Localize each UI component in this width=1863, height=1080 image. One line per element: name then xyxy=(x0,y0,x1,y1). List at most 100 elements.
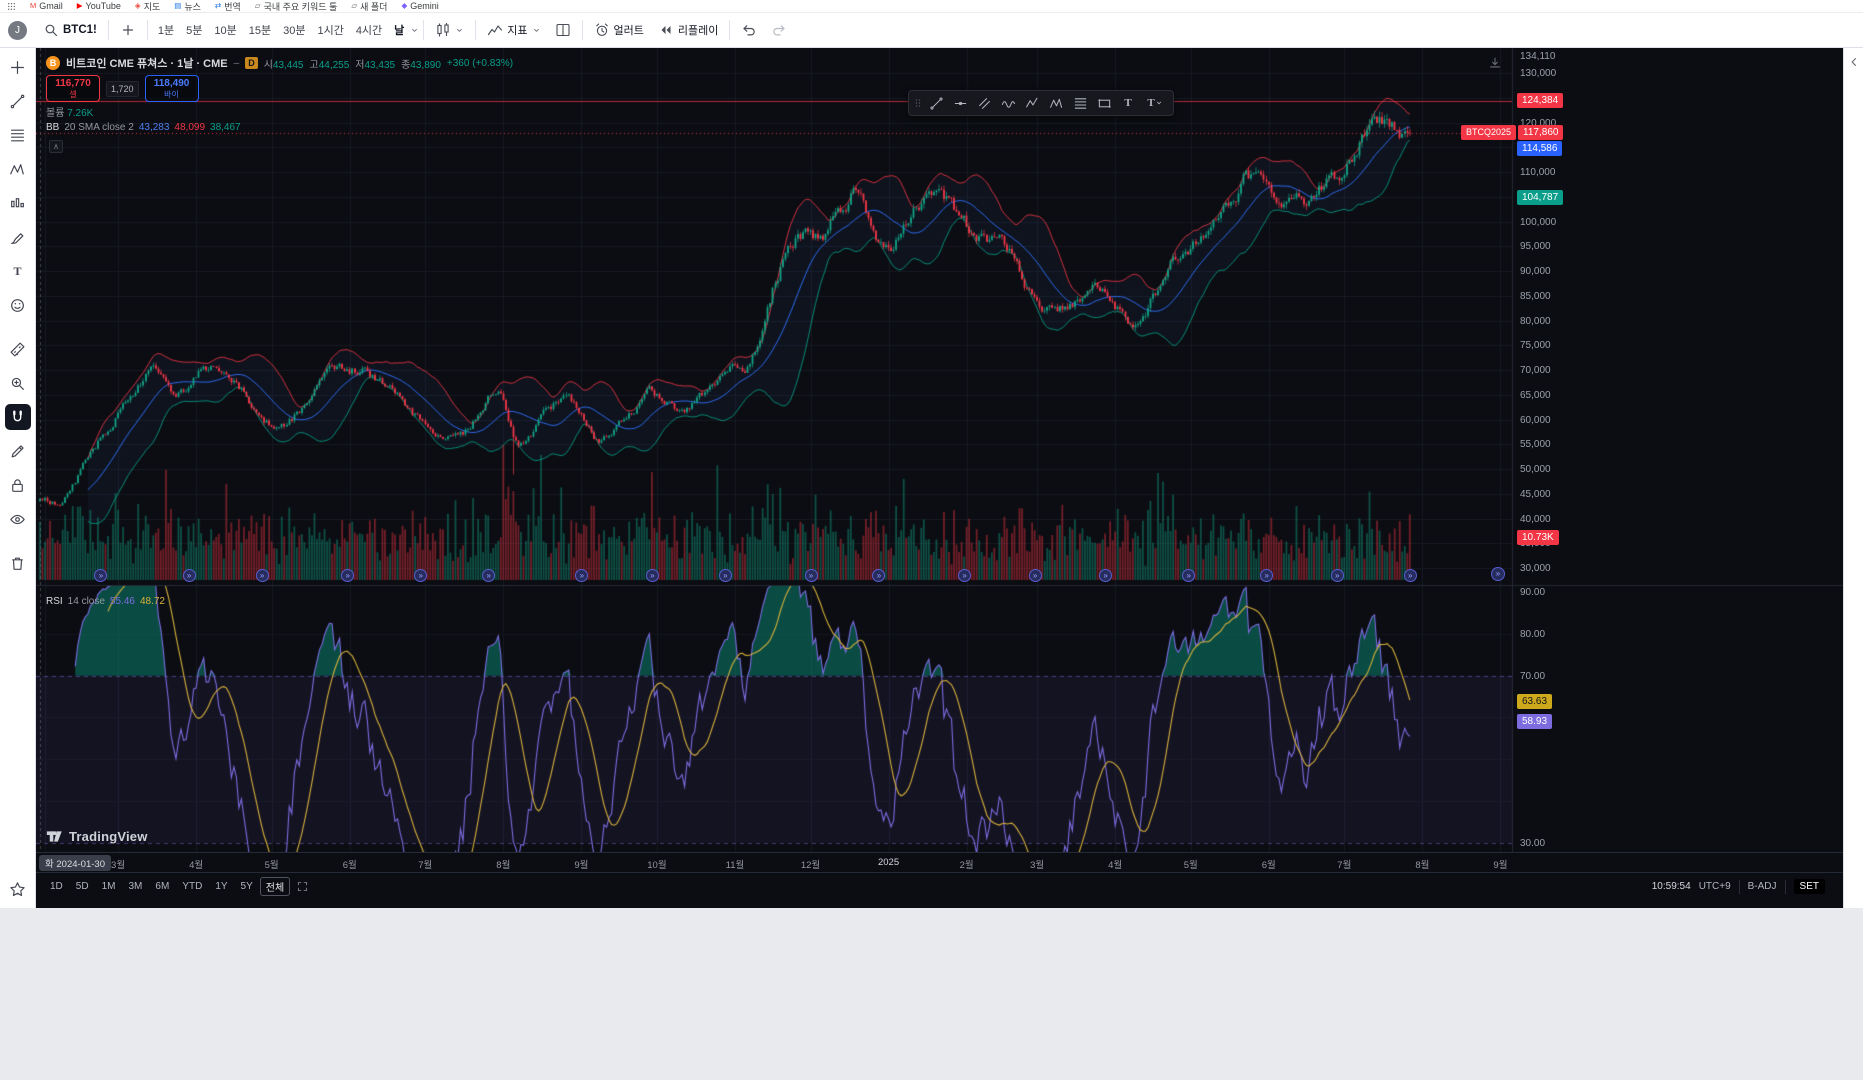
float-zigzag-button[interactable] xyxy=(1020,92,1044,114)
apps-grid-icon[interactable] xyxy=(7,2,16,11)
volume-legend[interactable]: 볼륨 7.26K xyxy=(46,104,93,119)
float-text-button[interactable]: T xyxy=(1116,92,1140,114)
legend-more-icon[interactable]: ‒ xyxy=(233,57,240,69)
bookmark-item[interactable]: ▶ YouTube xyxy=(77,1,121,11)
contract-rollover-marker[interactable]: » xyxy=(872,569,886,582)
contract-rollover-marker[interactable]: » xyxy=(1028,569,1042,582)
crosshair-tool-button[interactable] xyxy=(5,54,31,80)
sell-button[interactable]: 116,770 셀 xyxy=(46,75,100,102)
time-axis[interactable]: 화 2024-01-30 3월 4월 5월 6월 7월 8월 9월 10월 11월 12월 2025… xyxy=(36,852,1843,872)
lock-drawings-button[interactable] xyxy=(5,472,31,498)
contract-rollover-marker[interactable]: » xyxy=(94,569,108,582)
text-tool-button[interactable]: T xyxy=(5,258,31,284)
contract-rollover-marker[interactable]: » xyxy=(645,569,659,582)
expand-range-icon[interactable] xyxy=(296,880,309,893)
float-pattern-button[interactable] xyxy=(1044,92,1068,114)
bookmark-item[interactable]: ▱ 국내 주요 키워드 툴 xyxy=(255,0,338,13)
timeframe-button[interactable]: 5분 xyxy=(180,17,208,43)
rsi-legend[interactable]: RSI 14 close 55.46 48.72 xyxy=(46,596,165,607)
alert-button[interactable]: 얼러트 xyxy=(587,17,651,43)
timeframe-button[interactable]: 1시간 xyxy=(311,17,349,43)
contract-rollover-marker[interactable]: » xyxy=(482,569,496,582)
symbol-legend[interactable]: B 비트코인 CME 퓨쳐스 · 1날 · CME ‒ D 시43,445 고4… xyxy=(46,55,513,71)
undo-button[interactable] xyxy=(734,17,764,43)
range-button[interactable]: 5Y xyxy=(235,877,259,896)
price-axis[interactable]: 134,110 130,000 120,000 110,000 100,000 95,00… xyxy=(1461,48,1843,852)
adjust-toggle[interactable]: B-ADJ xyxy=(1747,881,1777,892)
pattern-tool-button[interactable] xyxy=(5,156,31,182)
contract-rollover-marker[interactable]: » xyxy=(1182,569,1196,582)
range-button[interactable]: YTD xyxy=(176,877,208,896)
bookmark-item[interactable]: ◈ 지도 xyxy=(135,0,160,13)
range-button[interactable]: 1Y xyxy=(209,877,233,896)
bookmark-item[interactable]: M Gmail xyxy=(30,1,63,11)
remove-drawings-button[interactable] xyxy=(5,550,31,576)
float-elliott-wave-button[interactable] xyxy=(996,92,1020,114)
measure-tool-button[interactable] xyxy=(5,336,31,362)
settlement-toggle[interactable]: SET xyxy=(1793,879,1825,894)
go-to-realtime-button[interactable]: » xyxy=(1491,567,1505,581)
contract-rollover-marker[interactable]: » xyxy=(255,569,269,582)
contract-rollover-marker[interactable]: » xyxy=(575,569,589,582)
timeframe-button[interactable]: 15분 xyxy=(243,17,277,43)
drag-handle-icon[interactable] xyxy=(912,94,924,112)
contract-rollover-marker[interactable]: » xyxy=(341,569,355,582)
contract-rollover-marker[interactable]: » xyxy=(1330,569,1344,582)
float-text-dropdown-button[interactable]: T xyxy=(1140,92,1170,114)
download-icon[interactable] xyxy=(1488,56,1502,70)
contract-rollover-marker[interactable]: » xyxy=(1260,569,1274,582)
timezone-label[interactable]: UTC+9 xyxy=(1698,881,1731,892)
emoji-tool-button[interactable] xyxy=(5,292,31,318)
replay-button[interactable]: 리플레이 xyxy=(651,17,725,43)
zoom-tool-button[interactable] xyxy=(5,370,31,396)
timeframe-dropdown-icon[interactable] xyxy=(410,26,419,35)
panel-expand-icon[interactable] xyxy=(1848,56,1860,68)
forecast-tool-button[interactable] xyxy=(5,190,31,216)
timeframe-button[interactable]: 10분 xyxy=(208,17,242,43)
contract-rollover-marker[interactable]: » xyxy=(1403,569,1417,582)
trend-line-tool-button[interactable] xyxy=(5,88,31,114)
contract-rollover-marker[interactable]: » xyxy=(958,569,972,582)
contract-rollover-marker[interactable]: » xyxy=(1099,569,1113,582)
bookmark-item[interactable]: ▤ 뉴스 xyxy=(174,0,201,13)
layout-button[interactable] xyxy=(548,17,578,43)
timeframe-button[interactable]: 1분 xyxy=(152,17,180,43)
pane-collapse-button[interactable]: ∧ xyxy=(49,140,63,153)
range-button[interactable]: 6M xyxy=(149,877,175,896)
timeframe-button[interactable]: 4시간 xyxy=(350,17,388,43)
tradingview-logo[interactable]: TradingView xyxy=(46,828,148,845)
timeframe-button[interactable]: 30분 xyxy=(277,17,311,43)
chart-area[interactable]: B 비트코인 CME 퓨쳐스 · 1날 · CME ‒ D 시43,445 고4… xyxy=(36,48,1843,908)
magnet-tool-button[interactable] xyxy=(4,404,31,430)
bookmark-item[interactable]: ◆ Gemini xyxy=(401,1,438,11)
contract-rollover-marker[interactable]: » xyxy=(718,569,732,582)
brush-tool-button[interactable] xyxy=(5,224,31,250)
range-button[interactable]: 5D xyxy=(70,877,95,896)
range-button[interactable]: 3M xyxy=(123,877,149,896)
drawing-mode-button[interactable] xyxy=(5,438,31,464)
bookmark-item[interactable]: ⇄ 번역 xyxy=(215,0,241,13)
clock[interactable]: 10:59:54 xyxy=(1651,881,1691,892)
contract-rollover-marker[interactable]: » xyxy=(182,569,196,582)
symbol-search-button[interactable]: BTC1! xyxy=(36,17,104,43)
timeframe-button[interactable]: 날 xyxy=(388,17,410,43)
float-fib-button[interactable] xyxy=(1068,92,1092,114)
hide-drawings-button[interactable] xyxy=(5,506,31,532)
bollinger-legend[interactable]: BB 20 SMA close 2 43,283 48,099 38,467 xyxy=(46,122,241,133)
fib-retracement-tool-button[interactable] xyxy=(5,122,31,148)
float-trend-line-button[interactable] xyxy=(924,92,948,114)
redo-button[interactable] xyxy=(764,17,794,43)
user-avatar[interactable]: J xyxy=(8,20,27,40)
range-button[interactable]: 1M xyxy=(96,877,122,896)
contract-rollover-marker[interactable]: » xyxy=(414,569,428,582)
range-button[interactable]: 1D xyxy=(44,877,69,896)
buy-button[interactable]: 118,490 바이 xyxy=(144,75,199,102)
contract-rollover-marker[interactable]: » xyxy=(804,569,818,582)
compare-add-button[interactable] xyxy=(113,17,143,43)
indicators-button[interactable]: 지표 xyxy=(480,17,547,43)
float-parallel-channel-button[interactable] xyxy=(972,92,996,114)
chart-style-button[interactable] xyxy=(428,17,471,43)
float-rectangle-button[interactable] xyxy=(1092,92,1116,114)
float-horizontal-line-button[interactable] xyxy=(948,92,972,114)
favorites-button[interactable] xyxy=(5,876,31,902)
